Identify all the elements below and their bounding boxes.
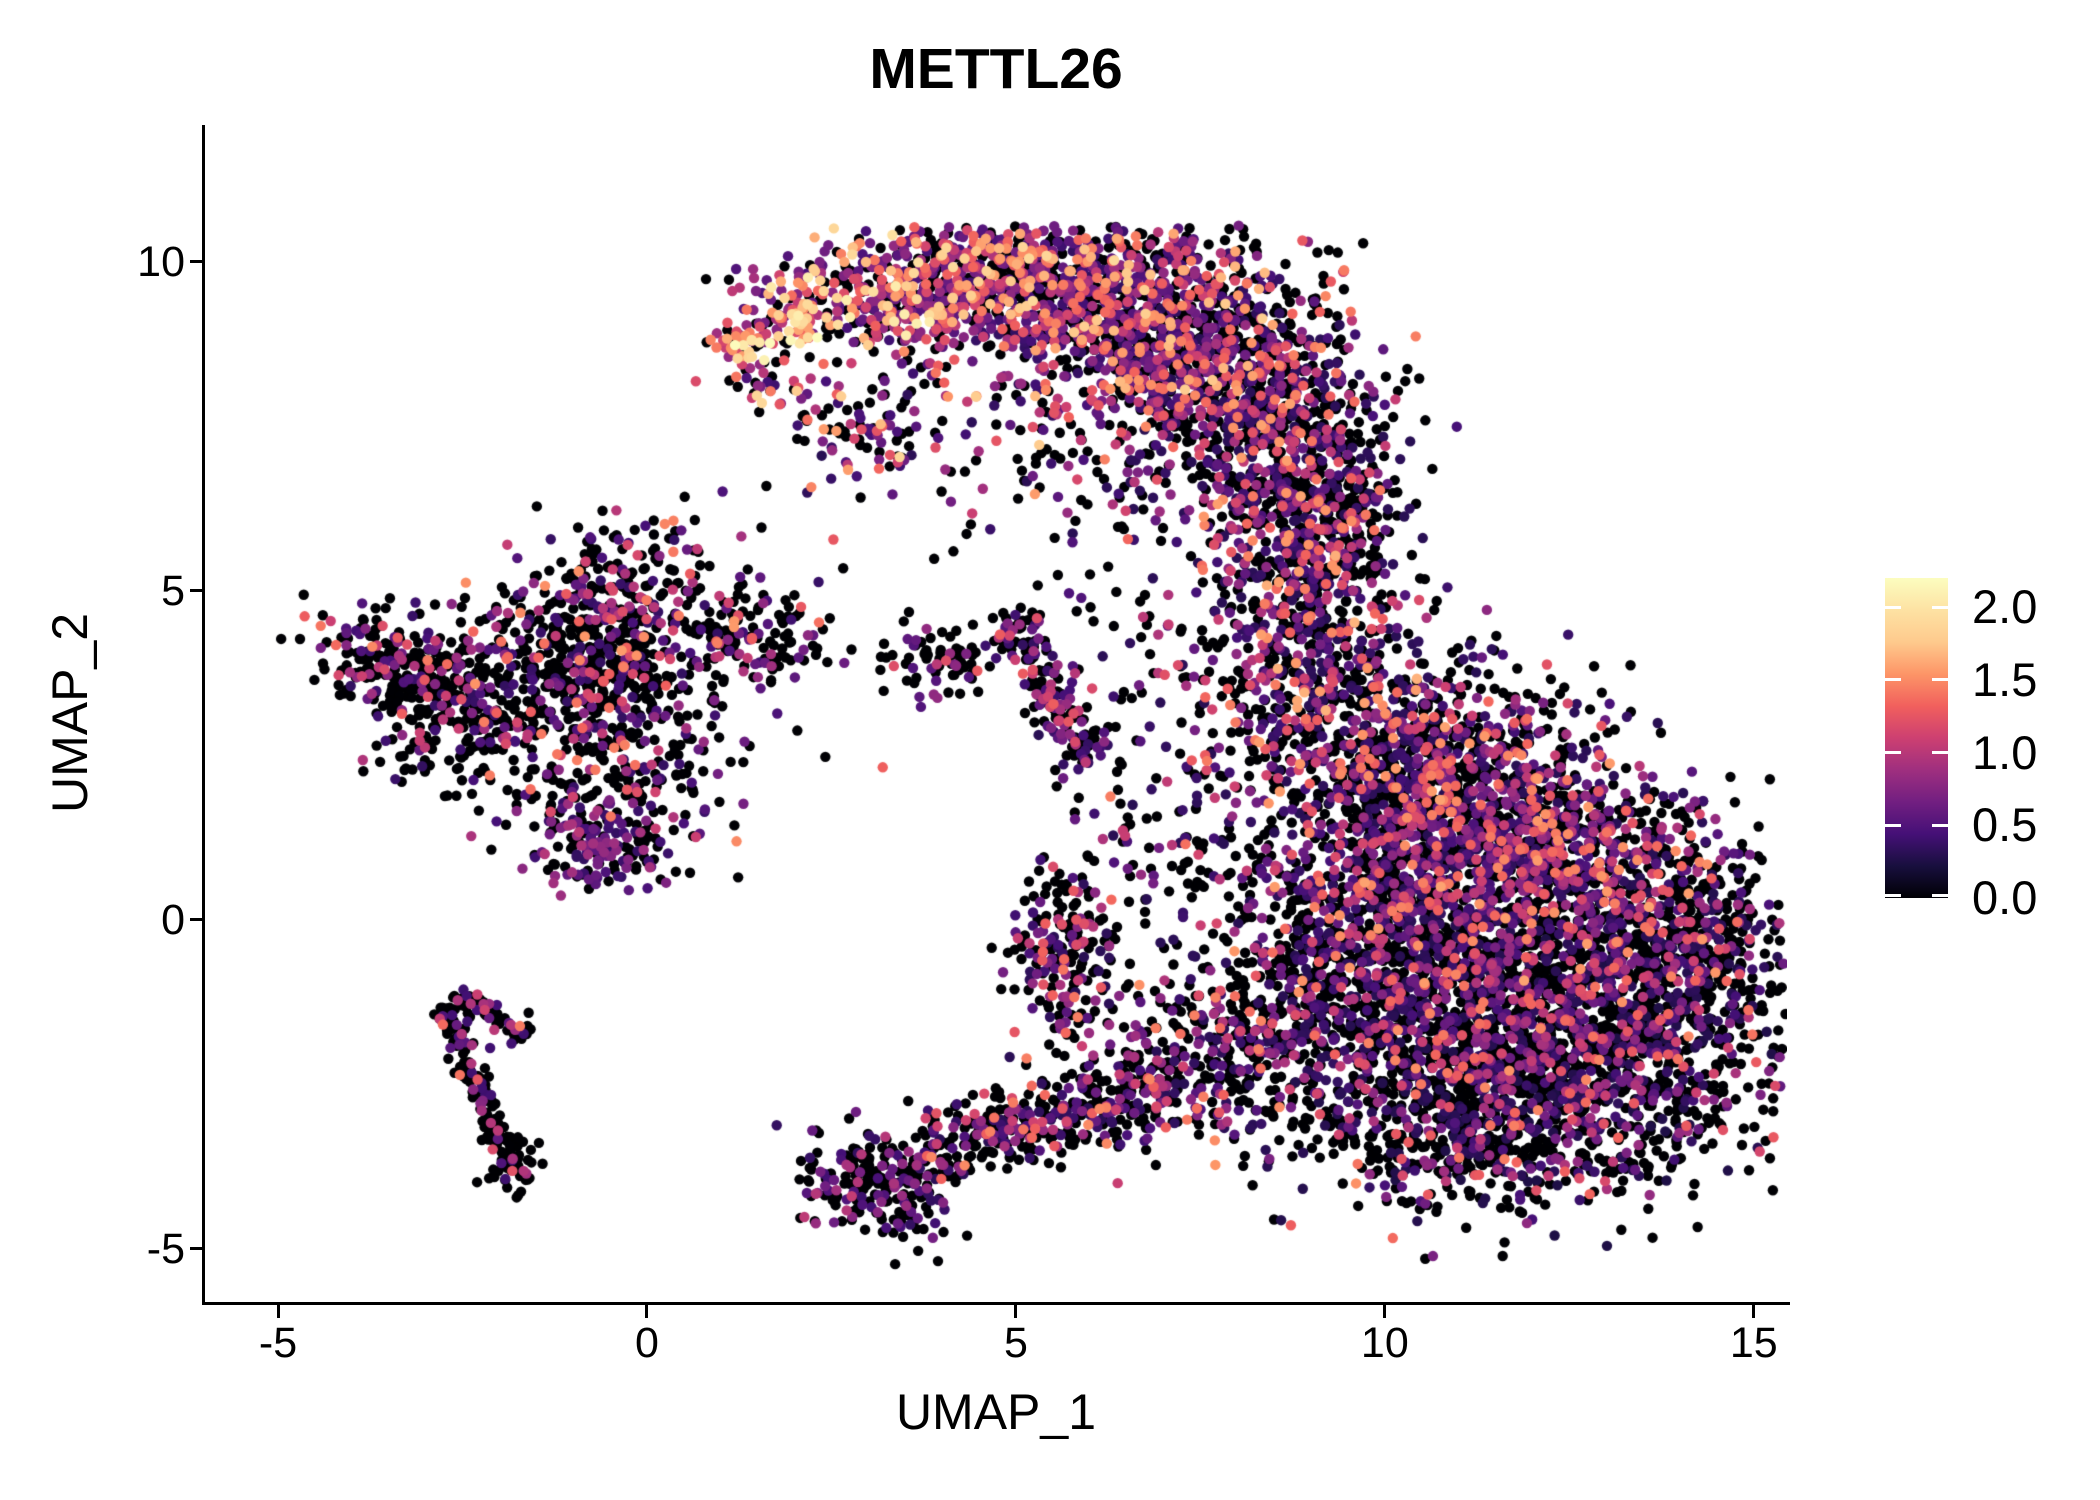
colorbar-tick-label: 1.0 bbox=[1972, 725, 2038, 779]
y-tick-mark bbox=[190, 260, 203, 264]
colorbar-tick-mark bbox=[1885, 823, 1901, 827]
colorbar-tick-mark bbox=[1932, 823, 1948, 827]
x-tick-label: 10 bbox=[1360, 1319, 1409, 1367]
colorbar-tick-mark bbox=[1885, 605, 1901, 609]
x-axis-line bbox=[202, 1302, 1790, 1305]
y-tick-label: 10 bbox=[137, 237, 185, 286]
colorbar-tick-mark bbox=[1932, 751, 1948, 755]
colorbar-tick-label: 0.0 bbox=[1972, 871, 2038, 924]
y-tick-label: 5 bbox=[161, 566, 185, 615]
y-tick-label: -5 bbox=[146, 1224, 185, 1273]
y-tick-mark bbox=[190, 589, 203, 593]
colorbar-tick-mark bbox=[1932, 678, 1948, 682]
x-tick-mark bbox=[1383, 1305, 1387, 1318]
x-tick-mark bbox=[1752, 1305, 1756, 1318]
colorbar-tick-mark bbox=[1932, 893, 1948, 897]
x-tick-mark bbox=[276, 1305, 280, 1318]
x-tick-mark bbox=[1014, 1305, 1018, 1318]
colorbar-tick-label: 0.5 bbox=[1972, 798, 2038, 852]
y-tick-mark bbox=[190, 1247, 203, 1251]
colorbar-tick-mark bbox=[1885, 751, 1901, 755]
colorbar-tick-mark bbox=[1932, 605, 1948, 609]
y-tick-label: 0 bbox=[161, 895, 185, 944]
x-axis-title: UMAP_1 bbox=[895, 1384, 1097, 1440]
y-axis-line bbox=[202, 125, 205, 1305]
colorbar-gradient bbox=[1885, 578, 1948, 898]
x-tick-label: 5 bbox=[1003, 1319, 1028, 1367]
y-axis-title: UMAP_2 bbox=[42, 612, 98, 814]
x-tick-label: 15 bbox=[1729, 1319, 1778, 1367]
plot-title: METTL26 bbox=[869, 37, 1123, 101]
colorbar-tick-mark bbox=[1885, 678, 1901, 682]
x-tick-mark bbox=[645, 1305, 649, 1318]
scatter-canvas bbox=[205, 125, 1787, 1302]
x-tick-label: 0 bbox=[635, 1319, 659, 1367]
colorbar-tick-label: 1.5 bbox=[1972, 652, 2038, 706]
x-tick-label: -5 bbox=[258, 1319, 298, 1367]
colorbar-tick-mark bbox=[1885, 893, 1901, 897]
colorbar-tick-label: 2.0 bbox=[1972, 580, 2038, 634]
y-tick-mark bbox=[190, 918, 203, 922]
